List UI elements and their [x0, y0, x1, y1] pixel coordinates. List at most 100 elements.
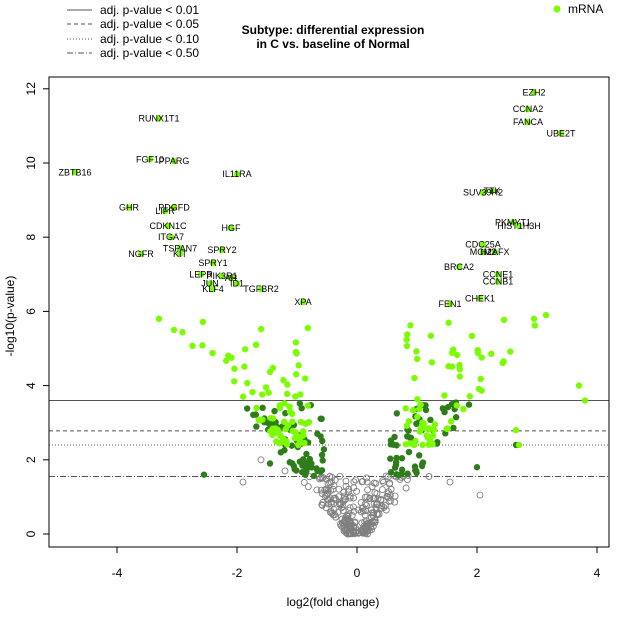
data-point	[468, 332, 476, 340]
data-point	[340, 488, 348, 496]
data-point	[292, 348, 300, 356]
data-point	[319, 474, 327, 481]
data-point	[200, 471, 208, 478]
data-point	[243, 405, 251, 412]
data-point	[387, 455, 394, 462]
data-point	[350, 503, 357, 511]
data-point-labeled	[515, 222, 523, 230]
data-point	[269, 425, 276, 432]
gene-label: KLF4	[202, 284, 224, 294]
gene-label: TGFBR2	[243, 284, 279, 294]
data-point	[239, 478, 247, 486]
data-point	[413, 420, 420, 427]
data-point	[364, 486, 372, 494]
data-point	[360, 522, 368, 530]
data-point	[297, 391, 304, 398]
data-point	[317, 468, 324, 475]
gene-label: UBE2T	[546, 128, 576, 138]
y-tick-label: 10	[24, 156, 38, 170]
data-point-labeled	[524, 106, 532, 113]
data-point	[419, 459, 427, 466]
data-point	[314, 430, 321, 437]
nonsignificant-points	[239, 456, 484, 538]
gene-label: XPA	[294, 297, 311, 307]
data-point	[281, 447, 288, 454]
data-point	[293, 371, 300, 378]
x-axis: -4 -2 0 2 4	[112, 547, 601, 580]
data-point	[170, 326, 178, 334]
data-point-labeled	[164, 222, 172, 230]
data-point	[507, 348, 514, 355]
gene-label: CDKN1C	[149, 221, 187, 231]
data-point	[280, 418, 288, 425]
gene-label: ID1	[230, 279, 244, 289]
data-point	[326, 508, 334, 516]
data-point	[304, 483, 312, 491]
data-point	[575, 382, 583, 389]
data-point	[431, 421, 438, 428]
data-point	[346, 494, 354, 502]
data-point	[345, 507, 353, 515]
data-point	[411, 374, 418, 382]
data-point-labeled	[509, 219, 517, 226]
gene-label: MCM2	[470, 247, 497, 257]
data-point	[500, 316, 508, 324]
data-point-labeled	[167, 234, 175, 241]
x-tick-label: -4	[112, 566, 123, 580]
data-point	[474, 346, 481, 354]
data-point	[265, 389, 272, 396]
data-point	[324, 486, 332, 494]
data-point	[352, 476, 360, 484]
gene-label: TSPAN7	[163, 243, 197, 253]
data-point-labeled	[227, 224, 235, 232]
gene-label: TTK	[484, 186, 501, 196]
data-point	[244, 379, 251, 387]
data-point	[259, 391, 266, 398]
series-legend: mRNA	[553, 2, 603, 16]
data-point	[581, 397, 589, 404]
gene-label: KIT	[173, 249, 188, 259]
data-point	[286, 403, 293, 410]
data-point	[310, 472, 318, 480]
gene-label: PPARG	[159, 156, 190, 166]
legend-label-005: adj. p-value < 0.05	[100, 17, 199, 31]
data-point	[319, 457, 326, 464]
data-point	[318, 490, 326, 498]
data-point	[419, 419, 426, 426]
gene-label: SPRY2	[207, 245, 236, 255]
data-point	[350, 494, 358, 502]
y-tick-label: 4	[24, 382, 38, 389]
data-point	[445, 319, 452, 326]
data-point-labeled	[209, 285, 217, 293]
data-point	[281, 467, 289, 475]
data-point	[427, 332, 435, 339]
data-point	[262, 384, 270, 391]
data-point	[327, 487, 335, 494]
data-point	[392, 458, 400, 466]
data-point	[428, 359, 436, 366]
data-point	[239, 393, 247, 400]
data-point	[292, 393, 299, 400]
threshold-legend: adj. p-value < 0.01 adj. p-value < 0.05 …	[67, 3, 199, 60]
gene-label: NGFR	[128, 249, 154, 259]
data-point	[289, 418, 296, 425]
data-point	[434, 438, 441, 446]
data-point	[346, 492, 354, 500]
data-point	[404, 470, 411, 477]
data-point	[425, 473, 433, 480]
data-point	[253, 404, 260, 412]
gene-label: ZBTB16	[58, 167, 91, 177]
y-tick-label: 8	[24, 234, 38, 241]
data-point	[488, 350, 495, 358]
significant-points	[71, 89, 589, 449]
data-point	[477, 375, 484, 383]
data-point	[264, 419, 271, 426]
data-point	[269, 364, 277, 372]
data-point	[415, 452, 423, 459]
data-point	[500, 358, 507, 365]
data-point	[373, 490, 381, 497]
data-point-labeled	[209, 259, 217, 267]
data-point-labeled	[197, 271, 205, 278]
